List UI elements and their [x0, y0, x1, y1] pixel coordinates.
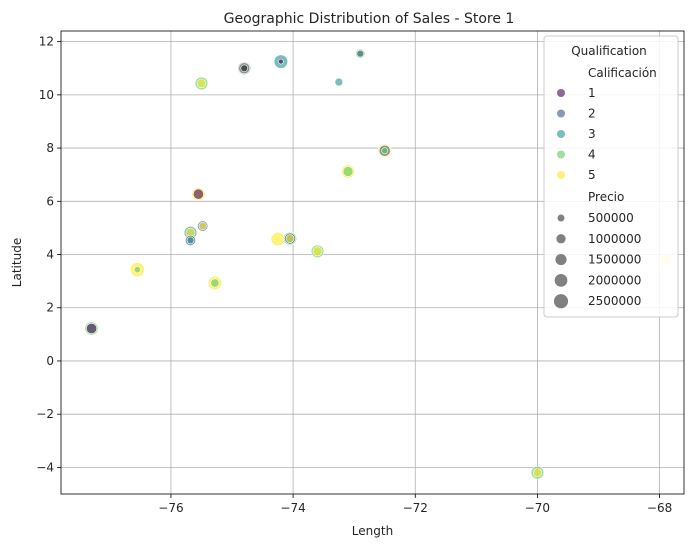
data-point [312, 246, 323, 257]
data-point [285, 234, 295, 243]
y-tick-label: 2 [46, 301, 54, 315]
data-point [198, 222, 207, 231]
data-point [270, 231, 285, 247]
data-points [84, 48, 672, 480]
y-tick-label: −2 [36, 407, 54, 421]
legend-hue-marker [557, 171, 565, 179]
legend-size-entries: 500000 1000000 1500000 2000000 2500000 [553, 211, 641, 309]
legend-hue-label: 5 [588, 168, 596, 182]
y-tick-label: 0 [46, 354, 54, 368]
legend-title: Qualification [571, 44, 647, 58]
chart-title: Geographic Distribution of Sales - Store… [224, 11, 515, 27]
data-point [381, 147, 389, 155]
x-tick-label: −74 [280, 501, 305, 515]
legend-size-label: 2500000 [588, 294, 641, 308]
legend-size-label: 2000000 [588, 273, 641, 287]
legend-hue-label: 2 [588, 107, 596, 121]
data-point [86, 322, 98, 335]
legend-box [543, 35, 679, 318]
legend-hue-label: 4 [588, 148, 596, 162]
plot-frame [60, 30, 685, 495]
x-tick-label: −72 [403, 501, 428, 515]
y-axis-label: Latitude [10, 238, 24, 287]
data-point [240, 64, 248, 73]
data-point [278, 58, 284, 65]
y-tick-label: 10 [39, 88, 54, 102]
data-point [356, 49, 365, 58]
legend-size-marker [556, 234, 566, 244]
x-axis-label: Length [352, 524, 393, 538]
y-tick-label: 12 [39, 35, 54, 49]
legend-size-title: Precio [588, 190, 624, 204]
legend-hue-title: Calificación [588, 66, 657, 80]
data-point [186, 236, 195, 245]
legend-size-label: 1000000 [588, 232, 641, 246]
legend-hue-marker [557, 89, 565, 97]
legend-hue-marker [557, 109, 565, 118]
x-tick-label: −76 [158, 501, 183, 515]
y-tick-label: 8 [46, 141, 54, 155]
legend-hue-label: 1 [588, 86, 596, 100]
legend-size-label: 1500000 [588, 253, 641, 267]
legend-size-label: 500000 [588, 211, 634, 225]
data-point [192, 188, 204, 200]
data-point [342, 166, 354, 177]
legend-hue-marker [557, 130, 565, 138]
legend-hue-marker [557, 150, 565, 159]
data-point [210, 278, 220, 288]
x-tick-label: −70 [525, 501, 550, 515]
data-point [334, 77, 344, 87]
legend-hue-label: 3 [588, 127, 596, 141]
legend-size-marker [555, 254, 567, 266]
legend-hue-entries: 1 2 3 4 5 [557, 86, 596, 182]
legend-size-marker [553, 294, 569, 309]
data-point [133, 266, 141, 274]
legend-size-marker [557, 214, 565, 222]
y-tick-label: −4 [36, 460, 54, 474]
y-tick-label: 6 [46, 194, 54, 208]
data-point [196, 78, 207, 89]
x-tick-label: −68 [647, 501, 672, 515]
data-point [532, 468, 542, 478]
y-tick-label: 4 [46, 248, 54, 262]
legend-size-marker [554, 274, 568, 287]
